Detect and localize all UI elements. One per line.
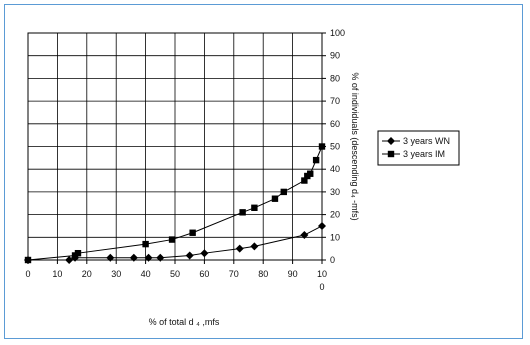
plot-area xyxy=(24,32,326,264)
data-point xyxy=(301,177,308,184)
x-tick-label: 20 xyxy=(82,269,92,279)
legend: 3 years WN 3 years IM xyxy=(377,130,460,166)
legend-marker xyxy=(387,137,395,145)
x-tick-label: 50 xyxy=(170,269,180,279)
x-tick-label: 80 xyxy=(258,269,268,279)
data-point xyxy=(318,143,326,150)
legend-label: 3 years WN xyxy=(403,136,450,146)
y-tick-label: 100 xyxy=(330,28,345,38)
y-tick-label: 20 xyxy=(330,210,340,220)
x-tick-label: 10 xyxy=(52,269,62,279)
x-tick-label-wrap: 0 xyxy=(319,282,324,292)
y-tick-labels: 0 10 20 30 40 50 60 70 80 90 100 xyxy=(330,28,345,265)
legend-entry: 3 years WN xyxy=(382,136,450,146)
y-tick-label: 0 xyxy=(330,255,335,265)
x-tick-label: 60 xyxy=(199,269,209,279)
y-tick-label: 60 xyxy=(330,119,340,129)
series-im xyxy=(24,143,326,264)
legend-label: 3 years IM xyxy=(403,149,445,159)
data-point xyxy=(200,249,209,258)
data-point xyxy=(24,256,32,264)
y-tick-label: 10 xyxy=(330,232,340,242)
legend-box xyxy=(377,130,460,166)
data-point xyxy=(251,204,258,211)
data-point xyxy=(271,195,279,202)
data-point xyxy=(307,170,314,177)
data-point xyxy=(144,253,153,262)
y-tick-label: 90 xyxy=(330,51,340,61)
y-axis-title: % of individuals (descending d₄ -mfs) xyxy=(350,72,360,220)
chart-svg: 0 10 20 30 40 50 60 70 80 90 100 01020304050607080… xyxy=(24,28,460,327)
chart-frame: 0 10 20 30 40 50 60 70 80 90 10 0 0 10 20 30 40 50 60 70 80… xyxy=(4,4,523,339)
data-point xyxy=(280,188,287,196)
data-point xyxy=(142,240,149,248)
legend-entry: 3 years IM xyxy=(382,149,445,159)
data-point xyxy=(312,156,320,164)
data-point xyxy=(129,253,138,262)
data-point xyxy=(189,229,196,236)
x-tick-label: 0 xyxy=(25,269,30,279)
y-tick-label: 30 xyxy=(330,187,340,197)
x-tick-label: 90 xyxy=(288,269,298,279)
x-tick-label: 30 xyxy=(111,269,121,279)
data-point xyxy=(168,236,176,243)
data-point xyxy=(156,253,165,262)
x-axis-title: % of total d ₄ ,mfs xyxy=(149,317,220,327)
data-point xyxy=(65,256,74,264)
y-tick-label: 40 xyxy=(330,164,340,174)
x-tick-label: 40 xyxy=(141,269,151,279)
data-point xyxy=(106,253,115,262)
series-layer xyxy=(24,143,326,264)
data-point xyxy=(74,249,82,257)
data-point xyxy=(239,209,246,216)
data-point xyxy=(300,231,309,240)
y-tick-label: 50 xyxy=(330,142,340,152)
data-point xyxy=(318,221,326,230)
data-point xyxy=(235,244,244,253)
x-tick-label: 70 xyxy=(229,269,239,279)
data-point xyxy=(250,242,259,251)
x-tick-label: 10 xyxy=(317,269,327,279)
x-tick-labels: 0 10 20 30 40 50 60 70 80 90 100 xyxy=(25,269,327,292)
y-tick-label: 80 xyxy=(330,73,340,83)
data-point xyxy=(185,251,194,260)
legend-marker xyxy=(387,150,395,158)
y-tick-label: 70 xyxy=(330,96,340,106)
